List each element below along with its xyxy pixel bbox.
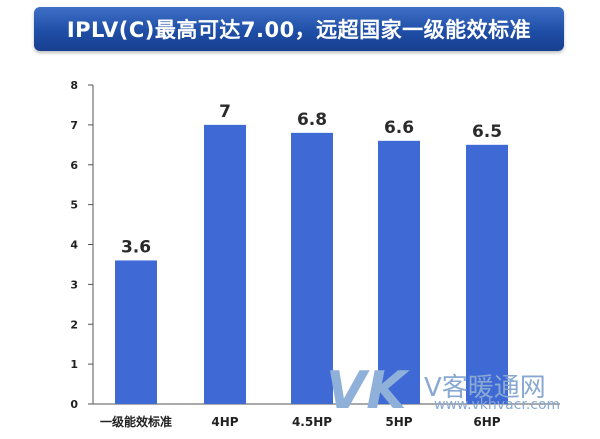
bar <box>204 124 246 404</box>
y-tick-label: 6 <box>70 159 78 172</box>
data-label: 6.8 <box>297 110 327 130</box>
y-tick-label: 4 <box>70 239 78 252</box>
y-tick-label: 5 <box>70 199 78 212</box>
watermark-brand: V客暖通网 <box>424 373 546 403</box>
chart-bars <box>115 124 508 404</box>
x-category-label: 4HP <box>211 415 238 429</box>
bar <box>291 132 333 404</box>
y-tick-label: 2 <box>70 318 78 331</box>
x-category-label: 一级能效标准 <box>100 414 172 429</box>
data-label: 3.6 <box>121 237 151 257</box>
chart-labels: 3.6 一级能效标准 7 4HP 6.8 4.5HP 6.6 5HP 6.5 6HP <box>100 102 502 429</box>
data-label: 7 <box>219 102 231 122</box>
x-category-label: 4.5HP <box>292 415 332 429</box>
bar <box>466 144 508 404</box>
chart-title-banner: IPLV(C)最高可达7.00，远超国家一级能效标准 <box>34 7 564 51</box>
data-label: 6.5 <box>472 122 502 142</box>
watermark-logo: VK <box>326 361 407 421</box>
bar <box>115 260 157 404</box>
x-category-label: 6HP <box>473 415 500 429</box>
watermark: VK V客暖通网 www.vkhvacr.com <box>326 365 588 417</box>
watermark-url: www.vkhvacr.com <box>434 397 561 413</box>
y-tick-label: 7 <box>70 119 78 132</box>
y-tick-label: 8 <box>70 79 78 92</box>
y-tick-label: 0 <box>70 398 78 411</box>
bar <box>378 140 420 404</box>
y-tick-label: 3 <box>70 278 78 291</box>
data-label: 6.6 <box>384 118 414 138</box>
x-category-label: 5HP <box>385 415 412 429</box>
chart-title: IPLV(C)最高可达7.00，远超国家一级能效标准 <box>66 18 532 42</box>
y-tick-label: 1 <box>70 358 78 371</box>
